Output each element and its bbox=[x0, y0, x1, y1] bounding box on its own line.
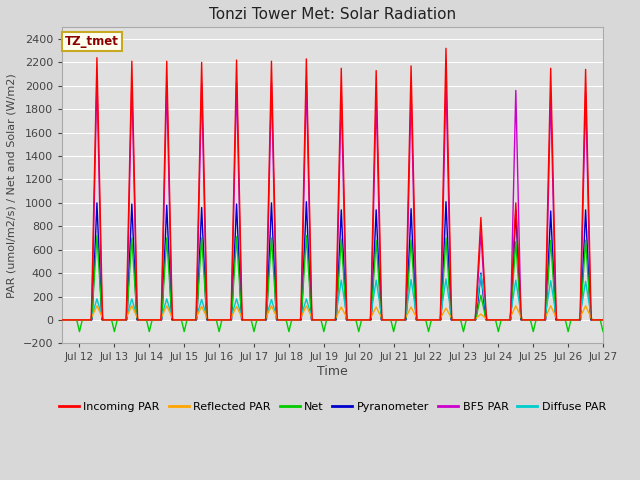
Legend: Incoming PAR, Reflected PAR, Net, Pyranometer, BF5 PAR, Diffuse PAR: Incoming PAR, Reflected PAR, Net, Pyrano… bbox=[54, 398, 611, 417]
Text: TZ_tmet: TZ_tmet bbox=[65, 35, 118, 48]
X-axis label: Time: Time bbox=[317, 365, 348, 378]
Title: Tonzi Tower Met: Solar Radiation: Tonzi Tower Met: Solar Radiation bbox=[209, 7, 456, 22]
Y-axis label: PAR (umol/m2/s) / Net and Solar (W/m2): PAR (umol/m2/s) / Net and Solar (W/m2) bbox=[7, 73, 17, 298]
